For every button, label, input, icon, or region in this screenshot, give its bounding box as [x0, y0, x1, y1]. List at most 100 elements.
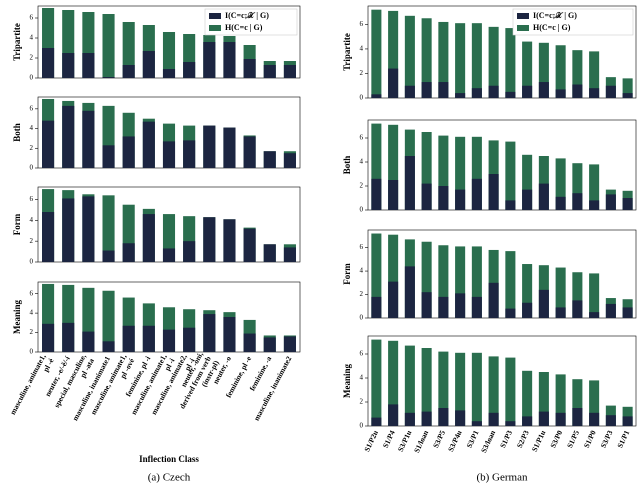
bar [538, 183, 549, 210]
bar [505, 251, 516, 318]
bar [404, 15, 415, 99]
bar [371, 233, 382, 318]
y-tick-label: 6 [30, 195, 34, 203]
bar [371, 123, 382, 210]
y-axis-label: Form [342, 263, 352, 285]
bar [522, 189, 533, 210]
bar [589, 273, 600, 318]
y-tick-label: 0 [30, 164, 34, 172]
bar [522, 370, 533, 426]
bar [82, 53, 95, 78]
y-tick-label: 0 [360, 422, 364, 430]
bar [438, 351, 449, 426]
bar [404, 156, 415, 210]
bar [283, 153, 296, 168]
bar [142, 121, 155, 168]
bar [455, 93, 466, 98]
bar [371, 9, 382, 98]
bar [488, 174, 499, 210]
bar [388, 234, 399, 318]
bar [122, 325, 135, 352]
y-axis-label: Tripartite [12, 23, 22, 61]
bar [572, 84, 583, 98]
y-axis-label: Form [12, 213, 22, 235]
bar [589, 88, 600, 98]
x-tick-label: masculine, inanimate2 [252, 354, 294, 422]
bar [538, 156, 549, 210]
x-tick-label-line: S3/P5 [431, 429, 447, 450]
panel-frame [367, 335, 637, 427]
bar [122, 22, 135, 78]
x-tick-label: S1/loan [412, 428, 431, 454]
bar [243, 136, 256, 168]
bar [122, 243, 135, 262]
bar [471, 296, 482, 318]
bar [555, 412, 566, 426]
bar [505, 421, 516, 426]
bar [471, 88, 482, 98]
y-tick-label: 2 [360, 182, 364, 190]
bar [371, 339, 382, 426]
panel-frame [367, 5, 637, 99]
panel-frame [367, 119, 637, 211]
bar [605, 415, 616, 426]
legend-label: H(C=c | G) [533, 23, 571, 32]
x-tick-label: S1/P3 [498, 429, 514, 450]
y-tick-label: 4 [30, 124, 34, 132]
bar [538, 289, 549, 318]
bar [223, 219, 236, 262]
bar [183, 140, 196, 168]
bar [243, 333, 256, 352]
bar [471, 421, 482, 426]
x-tick-label-line: S3/P1u [396, 429, 414, 453]
bar [388, 404, 399, 426]
bar [102, 14, 115, 78]
bar [522, 264, 533, 318]
bar [371, 94, 382, 98]
bar [42, 48, 55, 78]
y-tick-label: 2 [30, 328, 34, 336]
bar [162, 69, 176, 78]
bar [421, 132, 432, 210]
legend-label: I(C=c;𝒳 | G) [225, 11, 269, 20]
legend-swatch [209, 25, 221, 31]
y-tick-label: 4 [30, 216, 34, 224]
bar [223, 317, 236, 352]
legend-label: H(C=c | G) [225, 23, 263, 32]
bar [605, 303, 616, 318]
bar [82, 196, 95, 262]
y-tick-label: 6 [30, 14, 34, 22]
bar [142, 214, 155, 262]
bar [555, 158, 566, 210]
x-tick-label-line: S3/P3 [598, 429, 614, 450]
bar [102, 77, 115, 78]
bar [388, 10, 399, 98]
x-tick-label-line: S1/P0 [582, 429, 598, 450]
x-tick-label: S1/P4 [381, 429, 397, 450]
bar [162, 32, 176, 78]
y-axis-label: Both [342, 156, 352, 175]
bar [42, 120, 55, 168]
bar [162, 248, 176, 262]
x-tick-label-line: S1/P1 [615, 429, 631, 450]
bar [223, 127, 236, 168]
bar [388, 180, 399, 210]
bar [243, 59, 256, 78]
bar [538, 411, 549, 426]
x-tick-label-line: masculine, inanimate2 [252, 354, 294, 422]
bar [555, 89, 566, 98]
bar [162, 141, 176, 168]
bar [82, 110, 95, 168]
x-tick-label-line: S3/loan [479, 428, 498, 454]
x-tick-label: S3/P1u [396, 429, 414, 453]
bar [371, 417, 382, 426]
bar [622, 307, 633, 318]
bar [622, 198, 633, 210]
bar [455, 293, 466, 318]
bar [488, 356, 499, 426]
y-tick-label: 4 [360, 267, 364, 275]
y-tick-label: 2 [360, 290, 364, 298]
y-axis-label: Tripartite [342, 33, 352, 71]
bar [455, 352, 466, 426]
x-tick-label-line: S1/P4 [381, 429, 397, 450]
